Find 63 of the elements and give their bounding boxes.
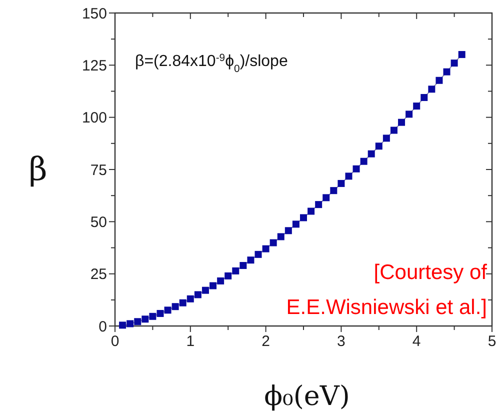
point — [352, 165, 360, 172]
point — [149, 312, 156, 320]
point — [368, 150, 375, 158]
point — [217, 277, 224, 284]
point — [126, 320, 134, 328]
point — [398, 118, 406, 126]
y-tick-label: 100 — [82, 110, 107, 127]
point — [254, 250, 262, 258]
y-tick-label: 125 — [82, 57, 107, 74]
point — [224, 272, 232, 280]
point — [322, 194, 330, 202]
point — [292, 220, 300, 228]
point — [284, 227, 292, 234]
point — [172, 303, 179, 310]
point — [458, 51, 466, 58]
y-tick-label: 75 — [90, 162, 107, 179]
point — [262, 245, 270, 252]
point — [420, 94, 428, 102]
point — [232, 267, 240, 274]
point — [360, 158, 368, 165]
point — [164, 306, 172, 314]
point — [308, 208, 315, 215]
point — [179, 299, 186, 306]
point — [240, 262, 247, 269]
point — [156, 310, 164, 317]
point — [330, 187, 338, 194]
y-tick-label: 50 — [90, 214, 107, 231]
point — [142, 316, 149, 323]
point — [315, 201, 322, 208]
annotation: β=(2.84x10$^{-9}$ϕ$_{0}$)/slope — [135, 52, 288, 74]
point — [300, 214, 307, 222]
x-tick-label: 3 — [337, 333, 346, 350]
x-axis-title: ϕ₀(eV) — [264, 381, 350, 412]
y-axis-title: β — [28, 150, 48, 188]
point — [436, 76, 443, 84]
point — [186, 295, 194, 302]
point — [450, 60, 458, 67]
point — [443, 68, 450, 76]
point — [382, 134, 390, 142]
x-tick-label: 5 — [488, 333, 496, 350]
point — [390, 126, 398, 134]
y-tick-label: 25 — [90, 266, 107, 284]
point — [270, 239, 277, 246]
point — [210, 282, 217, 290]
point — [277, 233, 284, 240]
point — [247, 256, 254, 264]
point — [413, 102, 420, 110]
y-tick-label: 0 — [98, 318, 107, 336]
point — [119, 322, 126, 329]
point — [194, 291, 202, 298]
annotation: [Courtesy of E.E.Wisniewski et al.] — [286, 261, 488, 319]
y-tick-label: 150 — [82, 5, 107, 22]
point — [428, 86, 436, 93]
x-tick-label: 4 — [412, 333, 421, 350]
point — [375, 142, 382, 150]
x-tick-label: 2 — [262, 333, 270, 350]
point — [202, 286, 209, 294]
point — [406, 110, 413, 118]
x-tick-label: 0 — [110, 333, 120, 350]
point — [134, 318, 142, 326]
point — [338, 180, 345, 187]
point — [345, 172, 352, 180]
x-tick-label: 1 — [186, 333, 195, 350]
